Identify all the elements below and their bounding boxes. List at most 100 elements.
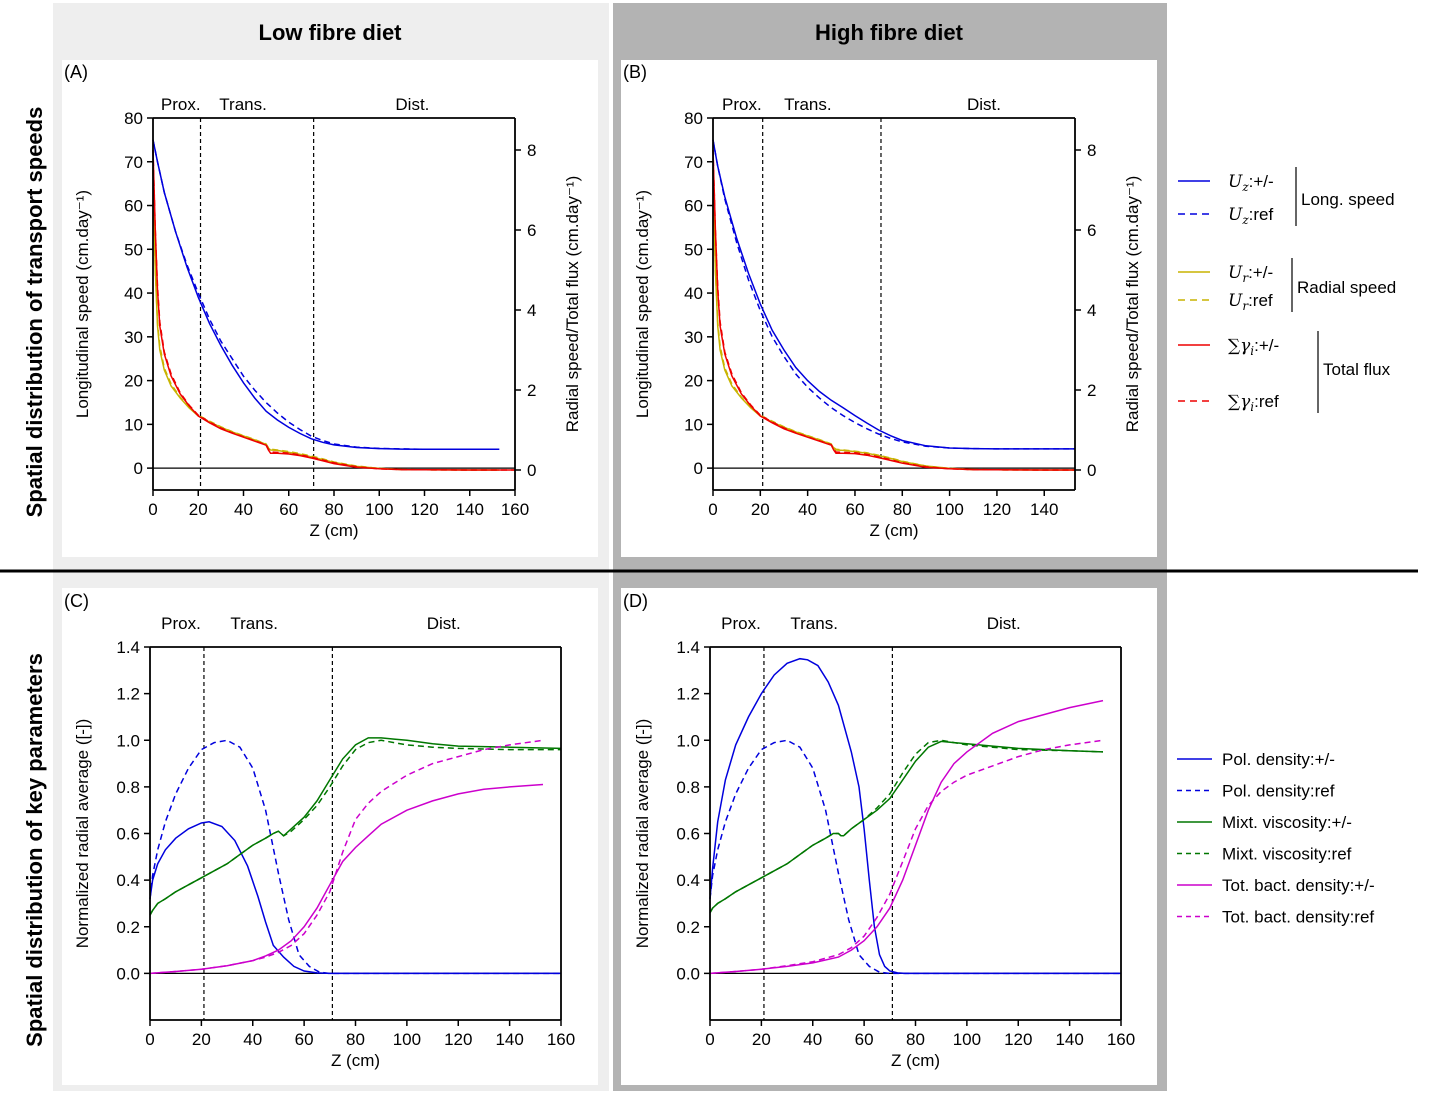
x-tick-label: 140 [1055, 1030, 1083, 1049]
x-tick-label: 20 [752, 1030, 771, 1049]
x-tick-label: 40 [234, 500, 253, 519]
y2-tick-label: 4 [527, 301, 536, 320]
x-tick-label: 40 [803, 1030, 822, 1049]
panel-c-area [62, 588, 598, 1085]
y-tick-label: 0.0 [116, 964, 140, 983]
y2-tick-label: 6 [1087, 221, 1096, 240]
series-line [152, 139, 500, 451]
y-tick-label: 0 [694, 459, 703, 478]
x-tick-label: 40 [798, 500, 817, 519]
y-tick-label: 40 [124, 284, 143, 303]
legend-label: Mixt. viscosity:ref [1222, 845, 1352, 864]
series-line [709, 739, 1121, 975]
x-tick-label: 0 [705, 1030, 714, 1049]
y-tick-label: 0.4 [116, 871, 140, 890]
y-tick-label: 60 [124, 197, 143, 216]
y-tick-label: 0.2 [676, 918, 700, 937]
x-tick-label: 20 [189, 500, 208, 519]
chart-panel-b: (B)Prox. Trans. Dist.0 20 40 60 80 100 120 140010… [623, 62, 1142, 540]
y-tick-label: 70 [124, 153, 143, 172]
legend-label: Tot. bact. density:ref [1222, 908, 1374, 927]
y2-tick-label: 0 [527, 461, 536, 480]
legend-label: Ur:+/- [1228, 263, 1273, 285]
panel-label: (C) [64, 591, 89, 611]
region-label: Dist. [427, 614, 461, 633]
x-tick-label: 140 [1030, 500, 1058, 519]
panel-label: (A) [64, 62, 88, 82]
y-tick-label: 30 [684, 328, 703, 347]
x-tick-label: 60 [855, 1030, 874, 1049]
y-tick-label: 1.0 [116, 731, 140, 750]
legend-label: Uz:ref [1228, 205, 1273, 227]
region-label: Prox. [161, 614, 201, 633]
y2-tick-label: 2 [527, 381, 536, 400]
panel-b-area [621, 60, 1157, 557]
y-tick-label: 10 [684, 415, 703, 434]
x-tick-label: 140 [495, 1030, 523, 1049]
series-line [149, 739, 561, 916]
x-tick-label: 120 [1004, 1030, 1032, 1049]
legend-label: Pol. density:+/- [1222, 750, 1335, 769]
y-tick-label: 0 [134, 459, 143, 478]
legend-group-label: Radial speed [1297, 278, 1396, 297]
legend-label: ∑γi:ref [1228, 392, 1279, 414]
y-tick-label: 30 [124, 328, 143, 347]
y-tick-label: 70 [684, 153, 703, 172]
x-tick-label: 20 [751, 500, 770, 519]
chart-panel-c: (C) Prox. Trans. Dist. 0 20 40 60 80 100 120 140 160… [64, 591, 575, 1070]
y-tick-label: 0.8 [116, 778, 140, 797]
y2-tick-label: 6 [527, 221, 536, 240]
x-tick-label: 20 [192, 1030, 211, 1049]
x-tick-label: 160 [547, 1030, 575, 1049]
y2-tick-label: 8 [527, 141, 536, 160]
y-tick-label: 0.6 [676, 825, 700, 844]
y-axis-label: Normalized radial average ([-]) [633, 719, 652, 949]
y-tick-label: 60 [684, 197, 703, 216]
legend-label: Pol. density:ref [1222, 782, 1335, 801]
x-tick-label: 80 [893, 500, 912, 519]
column-title-high: High fibre diet [815, 20, 964, 45]
x-tick-label: 80 [906, 1030, 925, 1049]
series-line [712, 149, 1075, 471]
series-line [149, 739, 561, 975]
panel-a-area [62, 60, 598, 557]
row-title-transport: Spatial distribution of transport speeds [22, 107, 47, 518]
series-line [152, 139, 500, 451]
region-label: Trans. [219, 95, 267, 114]
panel-d-area [621, 588, 1157, 1085]
y-tick-label: 80 [124, 109, 143, 128]
region-label: Prox. [721, 614, 761, 633]
x-axis-label: Z (cm) [331, 1051, 380, 1070]
x-tick-label: 60 [279, 500, 298, 519]
region-label: Dist. [967, 95, 1001, 114]
legend-label: Ur:ref [1228, 291, 1273, 313]
x-tick-label: 0 [145, 1030, 154, 1049]
y2-tick-label: 2 [1087, 381, 1096, 400]
x-tick-label: 100 [365, 500, 393, 519]
x-tick-label: 120 [983, 500, 1011, 519]
series-line [152, 149, 515, 471]
y-tick-label: 10 [124, 415, 143, 434]
y-tick-label: 50 [124, 240, 143, 259]
panel-label: (D) [623, 591, 648, 611]
x-tick-label: 160 [1107, 1030, 1135, 1049]
y2-tick-label: 4 [1087, 301, 1096, 320]
y-axis-label: Normalized radial average ([-]) [73, 719, 92, 949]
y-tick-label: 1.4 [676, 638, 700, 657]
y-tick-label: 0.6 [116, 825, 140, 844]
x-tick-label: 120 [444, 1030, 472, 1049]
x-tick-label: 100 [953, 1030, 981, 1049]
region-label: Prox. [161, 95, 201, 114]
region-label: Trans. [230, 614, 278, 633]
y-tick-label: 0.4 [676, 871, 700, 890]
region-label: Dist. [987, 614, 1021, 633]
y-tick-label: 0.2 [116, 918, 140, 937]
series-line [709, 699, 1104, 975]
x-axis-label: Z (cm) [309, 521, 358, 540]
legend-transport: Uz:+/- Uz:ref Long. speed Ur:+/- Ur:ref Radia… [1178, 167, 1396, 414]
series-line [149, 739, 544, 975]
y-tick-label: 40 [684, 284, 703, 303]
x-tick-label: 80 [346, 1030, 365, 1049]
y2-axis-label: Radial speed/Total flux (cm.day⁻¹) [1123, 176, 1142, 433]
y-tick-label: 1.2 [676, 685, 700, 704]
